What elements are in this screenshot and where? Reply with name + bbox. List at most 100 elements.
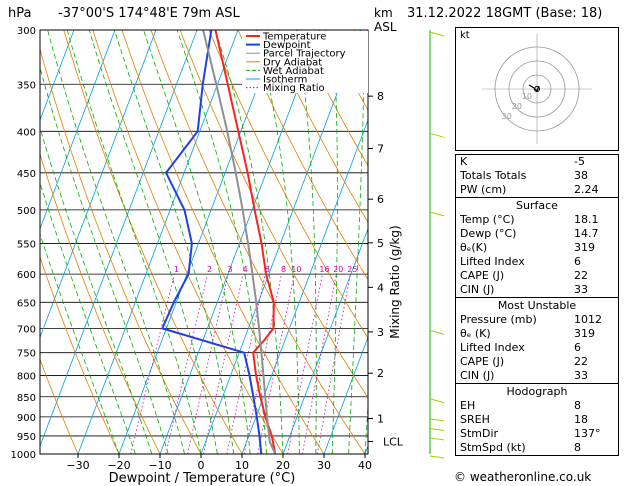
mixing-ratio-line xyxy=(165,274,208,454)
index-value: 33 xyxy=(574,369,588,382)
index-key: CIN (J) xyxy=(460,369,495,382)
pressure-tick-label: 850 xyxy=(17,393,36,404)
index-key: Totals Totals xyxy=(460,169,527,182)
x-tick-label: 20 xyxy=(276,459,290,472)
wind-barb xyxy=(429,132,445,138)
index-row: StmDir 137° xyxy=(456,427,618,441)
isotherm-line xyxy=(282,227,368,454)
hodograph-header: Hodograph xyxy=(506,385,568,398)
index-key: EH xyxy=(460,399,476,412)
mixing-ratio-label: 1 xyxy=(174,265,179,274)
wind-barb xyxy=(429,31,445,37)
index-key: SREH xyxy=(460,413,490,426)
index-row: Totals Totals 38 xyxy=(456,169,618,183)
dry-adiabat-line xyxy=(266,30,368,223)
isotherm-line xyxy=(159,30,321,454)
index-key: Lifted Index xyxy=(460,341,525,354)
legend-label: Dewpoint xyxy=(263,40,311,51)
index-row: CAPE (J) 22 xyxy=(456,269,618,283)
x-tick-label: −10 xyxy=(148,459,171,472)
index-row: Pressure (mb) 1012 xyxy=(456,313,618,327)
wind-barb xyxy=(429,455,445,459)
credit-text: © weatheronline.co.uk xyxy=(454,470,592,484)
plot-frame xyxy=(39,29,369,455)
wet-adiabat-line xyxy=(47,30,185,454)
location-title: -37°00'S 174°48'E 79m ASL xyxy=(58,6,240,21)
wet-adiabat-line xyxy=(40,66,169,454)
mixing-ratio-line xyxy=(287,274,323,454)
wet-adiabat-line xyxy=(40,181,136,454)
index-row: Lifted Index 6 xyxy=(456,255,618,269)
index-row: Temp (°C) 18.1 xyxy=(456,213,618,227)
dry-adiabat-line xyxy=(92,30,284,454)
wet-adiabat-line xyxy=(40,232,120,454)
index-row: CIN (J) 33 xyxy=(456,369,618,383)
km-tick-label: 3 xyxy=(377,326,384,339)
dry-adiabat-line xyxy=(63,30,243,454)
x-tick-label: −30 xyxy=(66,459,89,472)
profile-temperature xyxy=(214,30,277,454)
hodograph-unit-label: kt xyxy=(460,30,470,41)
pressure-tick-label: 550 xyxy=(17,239,36,250)
index-value: 18 xyxy=(574,413,588,426)
wind-barb xyxy=(429,329,445,335)
wet-adiabat-line xyxy=(66,30,202,454)
mixing-ratio-label: 8 xyxy=(281,265,286,274)
index-value: 2.24 xyxy=(574,183,599,196)
surface-header: Surface xyxy=(516,199,558,212)
wind-barb xyxy=(429,418,445,422)
legend-label: Temperature xyxy=(262,32,326,43)
wet-adiabat-line xyxy=(114,30,235,454)
mixing-ratio-label: 4 xyxy=(243,265,248,274)
index-key: Pressure (mb) xyxy=(460,313,537,326)
index-value: 33 xyxy=(574,283,588,296)
pressure-tick-label: 400 xyxy=(17,127,36,138)
isotherm-line xyxy=(40,30,157,339)
index-key: PW (cm) xyxy=(460,183,507,196)
x-tick-label: 30 xyxy=(317,459,331,472)
index-row: θₑ(K) 319 xyxy=(456,241,618,255)
pressure-tick-label: 450 xyxy=(17,169,36,180)
mixing-ratio-line xyxy=(187,274,229,454)
index-key: θₑ (K) xyxy=(460,327,491,340)
mixing-ratio-line xyxy=(316,274,351,454)
profile-parcel-trajectory xyxy=(202,30,277,454)
index-row: Lifted Index 6 xyxy=(456,341,618,355)
index-row: EH 8 xyxy=(456,399,618,413)
pressure-tick-label: 500 xyxy=(17,206,36,217)
mixing-ratio-line xyxy=(243,274,282,454)
index-row: SREH 18 xyxy=(456,413,618,427)
mixing-ratio-label: 25 xyxy=(347,265,357,274)
wind-barb xyxy=(429,428,445,432)
index-row: CIN (J) 33 xyxy=(456,283,618,297)
dry-adiabat-line xyxy=(208,30,368,339)
mixing-ratio-line xyxy=(301,274,337,454)
isotherm-line xyxy=(241,118,368,454)
km-tick-label: 2 xyxy=(377,367,384,380)
index-key: Lifted Index xyxy=(460,255,525,268)
hodograph-ring-label: 20 xyxy=(512,102,522,111)
pressure-tick-label: 350 xyxy=(17,80,36,91)
pressure-unit-label: hPa xyxy=(8,6,32,21)
index-key: StmSpd (kt) xyxy=(460,441,526,454)
wet-adiabat-line xyxy=(348,30,366,454)
dry-adiabat-line xyxy=(179,30,368,399)
index-value: 137° xyxy=(574,427,601,440)
indices-table: K -5 Totals Totals 38 PW (cm) 2.24 Surface Te… xyxy=(455,154,619,456)
index-value: 22 xyxy=(574,269,588,282)
index-key: CIN (J) xyxy=(460,283,495,296)
dry-adiabat-line xyxy=(121,30,325,454)
mixing-ratio-label: 6 xyxy=(265,265,270,274)
pressure-tick-label: 800 xyxy=(17,371,36,382)
index-key: θₑ(K) xyxy=(460,241,488,254)
most-unstable-header: Most Unstable xyxy=(497,299,577,312)
dry-adiabat-line xyxy=(40,256,120,454)
storm-motion-marker xyxy=(534,86,540,92)
km-tick-label: 1 xyxy=(377,412,384,425)
mixing-ratio-line xyxy=(226,274,266,454)
mixing-ratio-label: 20 xyxy=(333,265,343,274)
index-value: 1012 xyxy=(574,313,602,326)
pressure-tick-label: 900 xyxy=(17,413,36,424)
dry-adiabat-line xyxy=(295,30,368,167)
